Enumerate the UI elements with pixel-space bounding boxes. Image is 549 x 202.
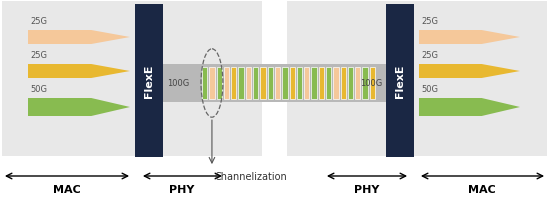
FancyBboxPatch shape bbox=[326, 68, 331, 100]
FancyBboxPatch shape bbox=[304, 68, 310, 100]
FancyBboxPatch shape bbox=[362, 68, 368, 100]
Text: PHY: PHY bbox=[169, 184, 195, 194]
FancyBboxPatch shape bbox=[333, 68, 339, 100]
FancyBboxPatch shape bbox=[202, 68, 208, 100]
FancyBboxPatch shape bbox=[260, 68, 266, 100]
Text: FlexE: FlexE bbox=[144, 64, 154, 98]
Text: FlexE: FlexE bbox=[395, 64, 405, 98]
FancyArrow shape bbox=[28, 65, 130, 79]
FancyBboxPatch shape bbox=[275, 68, 280, 100]
FancyBboxPatch shape bbox=[238, 68, 244, 100]
FancyArrow shape bbox=[419, 65, 520, 79]
FancyBboxPatch shape bbox=[348, 68, 353, 100]
Text: 50G: 50G bbox=[30, 85, 47, 94]
FancyBboxPatch shape bbox=[163, 65, 386, 102]
FancyBboxPatch shape bbox=[355, 68, 360, 100]
Text: 25G: 25G bbox=[30, 17, 47, 26]
Text: Channelization: Channelization bbox=[215, 171, 288, 181]
Text: 25G: 25G bbox=[421, 51, 438, 60]
FancyBboxPatch shape bbox=[340, 68, 346, 100]
FancyBboxPatch shape bbox=[231, 68, 237, 100]
FancyBboxPatch shape bbox=[287, 2, 547, 156]
FancyBboxPatch shape bbox=[369, 68, 375, 100]
Text: 100G: 100G bbox=[360, 79, 382, 88]
Text: 25G: 25G bbox=[421, 17, 438, 26]
FancyArrow shape bbox=[419, 31, 520, 45]
FancyBboxPatch shape bbox=[267, 68, 273, 100]
FancyBboxPatch shape bbox=[217, 68, 222, 100]
FancyBboxPatch shape bbox=[318, 68, 324, 100]
Text: 100G: 100G bbox=[167, 79, 189, 88]
FancyBboxPatch shape bbox=[246, 68, 251, 100]
Text: PHY: PHY bbox=[354, 184, 380, 194]
FancyBboxPatch shape bbox=[209, 68, 215, 100]
FancyBboxPatch shape bbox=[224, 68, 229, 100]
Text: 50G: 50G bbox=[421, 85, 438, 94]
Text: MAC: MAC bbox=[53, 184, 81, 194]
FancyBboxPatch shape bbox=[253, 68, 259, 100]
Text: MAC: MAC bbox=[468, 184, 496, 194]
FancyBboxPatch shape bbox=[282, 68, 288, 100]
FancyArrow shape bbox=[419, 99, 520, 116]
FancyArrow shape bbox=[28, 31, 130, 45]
FancyBboxPatch shape bbox=[386, 5, 414, 157]
Text: 25G: 25G bbox=[30, 51, 47, 60]
FancyBboxPatch shape bbox=[2, 2, 262, 156]
FancyBboxPatch shape bbox=[135, 5, 163, 157]
FancyBboxPatch shape bbox=[311, 68, 317, 100]
FancyArrow shape bbox=[28, 99, 130, 116]
FancyBboxPatch shape bbox=[289, 68, 295, 100]
FancyBboxPatch shape bbox=[297, 68, 302, 100]
